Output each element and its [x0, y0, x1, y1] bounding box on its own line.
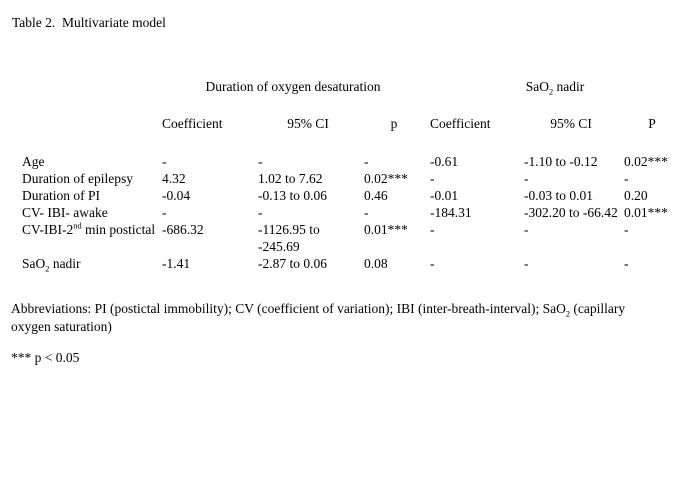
row-label: CV-IBI-2nd min postictal: [22, 221, 156, 237]
cell: -: [430, 171, 435, 186]
cell: -: [364, 205, 369, 220]
cell: -: [258, 205, 263, 220]
row-label: Duration of epilepsy: [22, 171, 133, 186]
table-row-duration-of-epilepsy: Duration of epilepsy 4.32 1.02 to 7.62 0…: [22, 170, 686, 187]
cell: 1.02 to 7.62: [258, 171, 323, 186]
row-label: CV- IBI- awake: [22, 205, 108, 220]
cell: 0.02***: [364, 171, 408, 186]
cell: -2.87 to 0.06: [258, 256, 327, 271]
row-label: Age: [22, 154, 45, 169]
cell: -1.10 to -0.12: [524, 154, 598, 169]
column-header-ci-2: 95% CI: [550, 116, 592, 131]
table-row-age: Age - - - -0.61 -1.10 to -0.12 0.02***: [22, 153, 686, 170]
table-title: Table 2. Multivariate model: [12, 15, 166, 30]
row-label: Duration of PI: [22, 188, 100, 203]
cell: -0.01: [430, 188, 459, 203]
cell: 0.01***: [364, 222, 408, 237]
column-header-ci-1: 95% CI: [287, 116, 329, 131]
cell: -0.03 to 0.01: [524, 188, 593, 203]
row-label: SaO2 nadir: [22, 256, 81, 274]
cell: -: [430, 222, 435, 237]
cell: -1126.95 to -245.69: [258, 222, 320, 254]
cell: -: [430, 256, 435, 271]
cell: -: [364, 154, 369, 169]
abbreviations-footnote: Abbreviations: PI (postictal immobility)…: [11, 301, 626, 334]
cell: -: [624, 256, 629, 271]
cell: 0.02***: [624, 154, 668, 169]
cell: -: [524, 222, 529, 237]
cell: -0.04: [162, 188, 191, 203]
table-row-cv-ibi-awake: CV- IBI- awake - - - -184.31 -302.20 to …: [22, 204, 686, 221]
cell: 0.08: [364, 256, 388, 271]
cell: -: [524, 256, 529, 271]
group-header-sao2-nadir: SaO2 nadir: [525, 79, 585, 97]
column-header-p-2: P: [648, 116, 656, 131]
column-header-p-1: p: [390, 116, 398, 131]
document-page: Table 2. Multivariate model Duration of …: [0, 14, 686, 480]
significance-footnote: *** p < 0.05: [11, 350, 80, 365]
cell: -686.32: [162, 222, 204, 237]
multivariate-model-table: Duration of oxygen desaturation SaO2 nad…: [22, 78, 686, 274]
group-header-row: Duration of oxygen desaturation SaO2 nad…: [22, 78, 686, 115]
cell: -184.31: [430, 205, 472, 220]
cell: 0.01***: [624, 205, 668, 220]
cell: -: [162, 205, 167, 220]
cell: -0.61: [430, 154, 459, 169]
cell: -: [624, 171, 629, 186]
group-header-duration-desaturation: Duration of oxygen desaturation: [205, 79, 381, 94]
cell: -1.41: [162, 256, 191, 271]
cell: -: [624, 222, 629, 237]
table-row-sao2-nadir: SaO2 nadir -1.41 -2.87 to 0.06 0.08 - - …: [22, 255, 686, 274]
cell: -302.20 to -66.42: [524, 205, 618, 220]
column-header-coefficient-2: Coefficient: [430, 116, 491, 131]
table-row-cv-ibi-2nd-min-postictal: CV-IBI-2nd min postictal -686.32 -1126.9…: [22, 221, 686, 255]
column-header-row: Coefficient 95% CI p Coefficient 95% CI …: [22, 115, 686, 153]
cell: -: [258, 154, 263, 169]
cell: -: [162, 154, 167, 169]
cell: 0.46: [364, 188, 388, 203]
cell: 4.32: [162, 171, 186, 186]
table-row-duration-of-pi: Duration of PI -0.04 -0.13 to 0.06 0.46 …: [22, 187, 686, 204]
cell: -: [524, 171, 529, 186]
column-header-coefficient-1: Coefficient: [162, 116, 223, 131]
cell: -0.13 to 0.06: [258, 188, 327, 203]
corner-spacer: [22, 115, 162, 153]
cell: 0.20: [624, 188, 648, 203]
corner-spacer: [22, 78, 162, 115]
